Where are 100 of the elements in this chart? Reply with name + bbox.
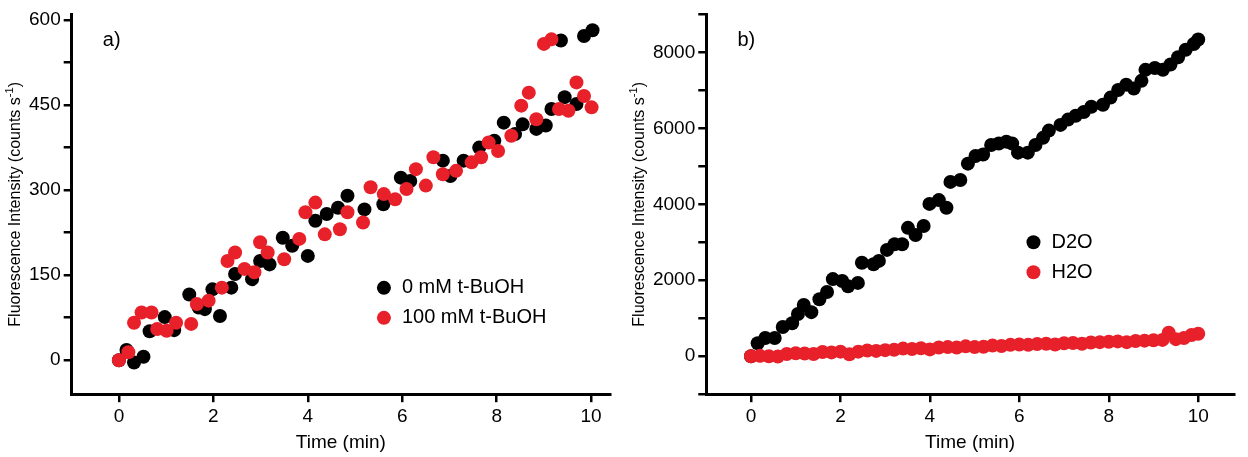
point <box>953 172 968 187</box>
point <box>399 182 414 196</box>
point <box>157 310 172 325</box>
point <box>1191 326 1206 341</box>
y-tick-label: 8000 <box>652 40 696 62</box>
x-tick-label: 4 <box>302 404 314 426</box>
y-axis-title: Fluorescence Intensity (counts s-1) <box>3 81 24 327</box>
x-tick-label: 6 <box>396 404 408 426</box>
point <box>332 222 347 237</box>
x-tick-label: 6 <box>1014 404 1025 426</box>
y-tick-label: 300 <box>29 178 61 200</box>
x-tick-label: 8 <box>491 404 502 426</box>
point <box>340 205 355 220</box>
y-tick-label: 0 <box>684 344 696 366</box>
y-tick-label: 4000 <box>652 192 696 214</box>
x-tick-label: 0 <box>745 404 757 426</box>
x-tick-label: 4 <box>924 404 936 426</box>
point <box>182 287 197 302</box>
point <box>577 89 592 104</box>
legend-label: D2O <box>1051 229 1093 252</box>
point <box>201 293 216 308</box>
annotation: b) <box>737 27 756 50</box>
x-axis-title: Time (min) <box>925 431 1016 453</box>
x-tick-label: 2 <box>835 404 846 426</box>
point <box>820 285 835 300</box>
point <box>854 255 869 270</box>
point <box>449 163 464 178</box>
point <box>544 32 559 47</box>
point <box>275 230 290 245</box>
point <box>184 316 199 331</box>
x-axis-title: Time (min) <box>295 431 386 453</box>
point <box>916 218 931 233</box>
legend-label: H2O <box>1051 259 1093 282</box>
point <box>357 202 372 217</box>
point <box>939 200 954 215</box>
x-tick-label: 10 <box>1187 404 1209 426</box>
point <box>871 253 886 268</box>
point <box>850 275 865 290</box>
point <box>804 305 819 320</box>
point <box>212 308 227 323</box>
point <box>136 349 151 364</box>
point <box>584 100 599 115</box>
point <box>504 128 519 143</box>
point <box>514 98 529 113</box>
point <box>474 150 489 165</box>
point <box>228 245 243 260</box>
point <box>496 115 511 130</box>
point <box>169 315 184 330</box>
point <box>408 162 423 177</box>
point <box>426 150 441 165</box>
y-axis-title: Fluorescence Intensity (counts s-1) <box>627 81 648 327</box>
annotation: a) <box>102 27 121 50</box>
y-tick-label: 150 <box>29 263 61 285</box>
y-tick-label: 0 <box>50 348 61 370</box>
point <box>298 205 313 220</box>
point <box>376 187 391 202</box>
point <box>976 147 991 162</box>
point <box>529 112 544 127</box>
point <box>214 280 229 295</box>
x-tick-label: 0 <box>113 404 125 426</box>
point <box>308 213 323 228</box>
point <box>1134 73 1149 88</box>
x-tick-label: 2 <box>208 404 219 426</box>
point <box>308 195 323 210</box>
point <box>491 144 506 159</box>
point <box>300 248 315 263</box>
point <box>319 206 334 221</box>
y-tick-label: 2000 <box>652 268 696 290</box>
point <box>127 315 142 330</box>
point <box>908 228 923 243</box>
point <box>262 257 277 272</box>
point <box>292 231 307 246</box>
point <box>277 252 292 267</box>
y-tick-label: 6000 <box>652 116 696 138</box>
point <box>144 305 159 320</box>
point <box>515 117 530 132</box>
x-tick-label: 8 <box>1103 404 1115 426</box>
point <box>159 323 174 338</box>
point <box>569 75 584 90</box>
point <box>1084 99 1099 114</box>
point <box>260 245 275 260</box>
point <box>435 167 450 182</box>
legend-label: 0 mM t-BuOH <box>401 275 525 298</box>
point <box>561 103 576 118</box>
y-tick-label: 600 <box>29 8 61 30</box>
legend-label: 100 mM t-BuOH <box>401 305 547 328</box>
point <box>557 90 572 105</box>
point <box>481 135 496 150</box>
point <box>340 188 355 203</box>
point <box>585 23 600 38</box>
point <box>247 265 262 280</box>
point <box>521 85 536 100</box>
point <box>388 192 403 207</box>
point <box>253 235 268 250</box>
point <box>1191 32 1206 47</box>
point <box>418 178 433 193</box>
point <box>356 215 371 230</box>
y-tick-label: 450 <box>29 93 61 115</box>
point <box>317 227 332 242</box>
point <box>1041 123 1056 138</box>
